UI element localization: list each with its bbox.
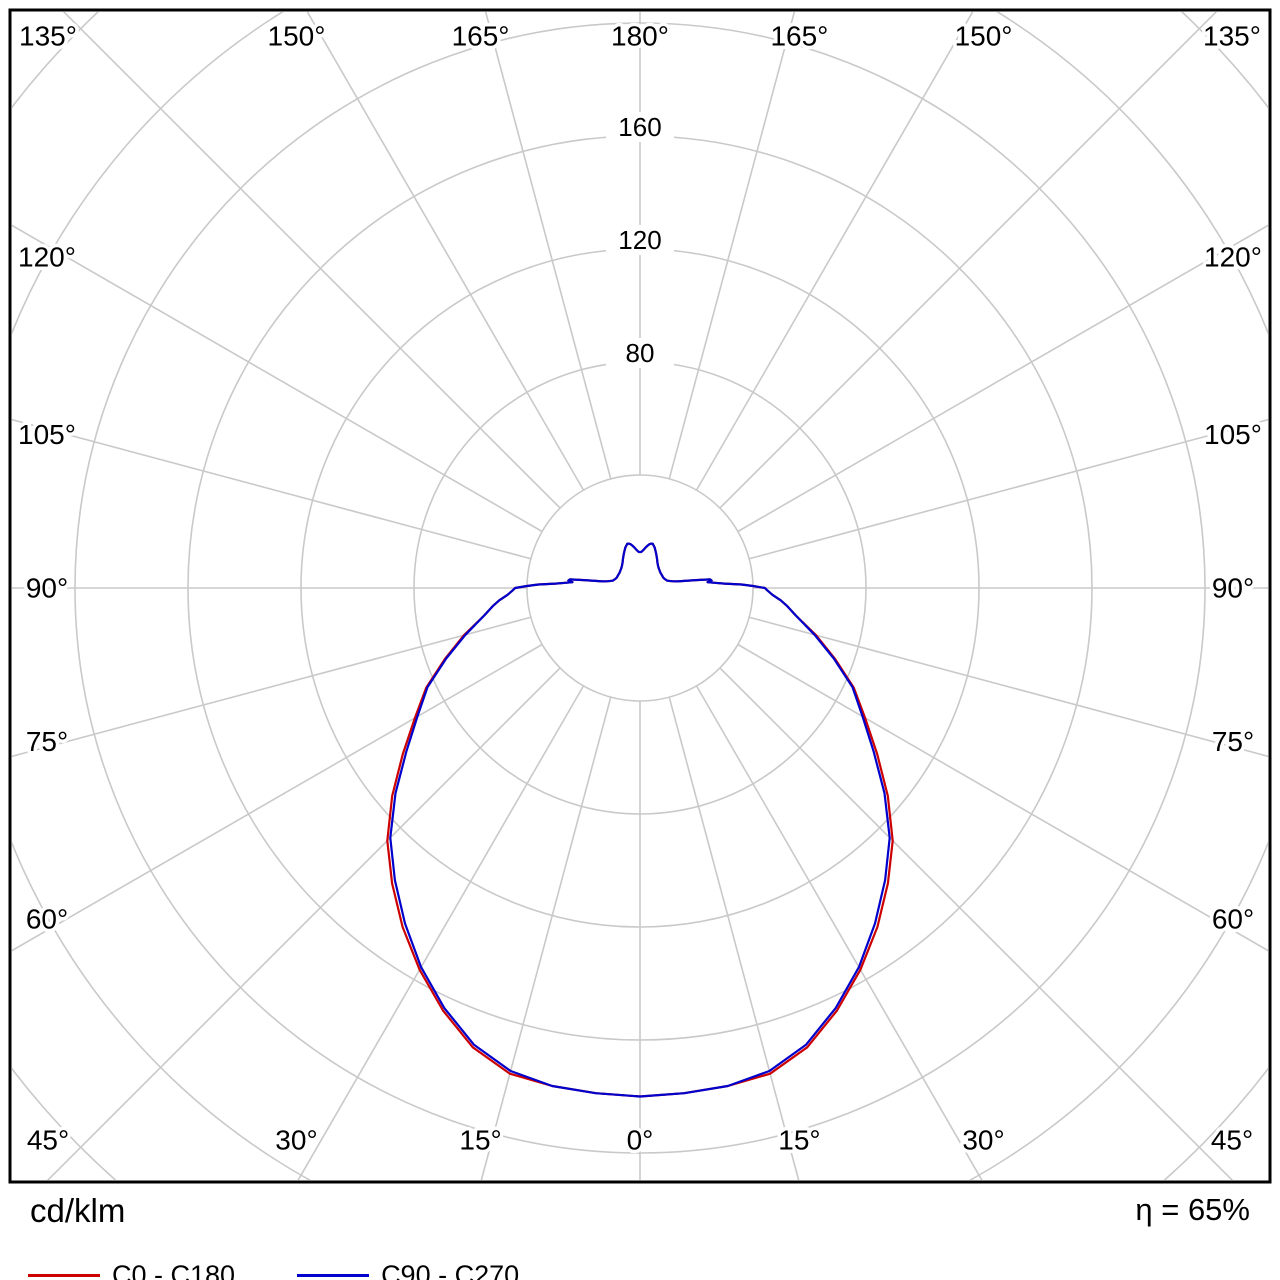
angle-label: 135°: [1203, 21, 1261, 52]
angle-label: 45°: [1211, 1125, 1253, 1156]
angle-label: 180°: [611, 21, 669, 52]
plot-border: [8, 8, 1272, 1184]
polar-grid: [12, 12, 1268, 1180]
angle-label: 60°: [26, 903, 68, 934]
angle-label: 15°: [778, 1125, 820, 1156]
angle-label: 30°: [962, 1125, 1004, 1156]
angle-label: 90°: [1212, 573, 1254, 604]
angle-label: 45°: [27, 1125, 69, 1156]
angle-label: 30°: [275, 1125, 317, 1156]
legend-label-c0-c180: C0 - C180: [112, 1260, 236, 1280]
axis-labels: 80 120 160 0° 15° 15° 30° 30° 45° 45° 60° 60° 75° 75°…: [15, 17, 1266, 1159]
angle-label: 0°: [627, 1125, 654, 1156]
angle-label: 60°: [1212, 903, 1254, 934]
angle-label: 165°: [452, 21, 510, 52]
angle-label: 75°: [26, 726, 68, 757]
legend-line-red: [28, 1274, 100, 1277]
angle-label: 15°: [459, 1125, 501, 1156]
legend-label-c90-c270: C90 - C270: [381, 1260, 520, 1280]
angle-label: 105°: [1204, 419, 1262, 450]
unit-label: cd/klm: [30, 1192, 126, 1229]
efficiency-label: η = 65%: [1135, 1192, 1250, 1227]
legend-line-blue: [297, 1274, 370, 1277]
radial-label-bg: [606, 225, 674, 255]
legend-item-c90-c270: C90 - C270: [297, 1260, 519, 1280]
radial-tick-label: 160: [618, 112, 661, 142]
angle-label: 105°: [18, 419, 76, 450]
curve-C90-C270: [389, 542, 891, 1098]
angle-label: 120°: [18, 242, 76, 273]
angle-label: 135°: [19, 21, 77, 52]
radial-tick-label: 120: [618, 225, 661, 255]
angle-label: 150°: [955, 21, 1013, 52]
angle-label: 90°: [26, 573, 68, 604]
legend-item-c0-c180: C0 - C180: [28, 1260, 235, 1280]
polar-chart: 80 120 160 0° 15° 15° 30° 30° 45° 45° 60° 60° 75° 75°…: [8, 8, 1272, 1184]
radial-label-bg: [606, 338, 674, 368]
radial-label-bg: [606, 112, 674, 142]
angle-label: 150°: [268, 21, 326, 52]
angle-label: 165°: [770, 21, 828, 52]
angle-label: 75°: [1212, 726, 1254, 757]
angle-label: 120°: [1204, 242, 1262, 273]
intensity-curves: [386, 542, 894, 1098]
legend: C0 - C180 C90 - C270: [28, 1260, 519, 1280]
radial-tick-label: 80: [626, 338, 655, 368]
